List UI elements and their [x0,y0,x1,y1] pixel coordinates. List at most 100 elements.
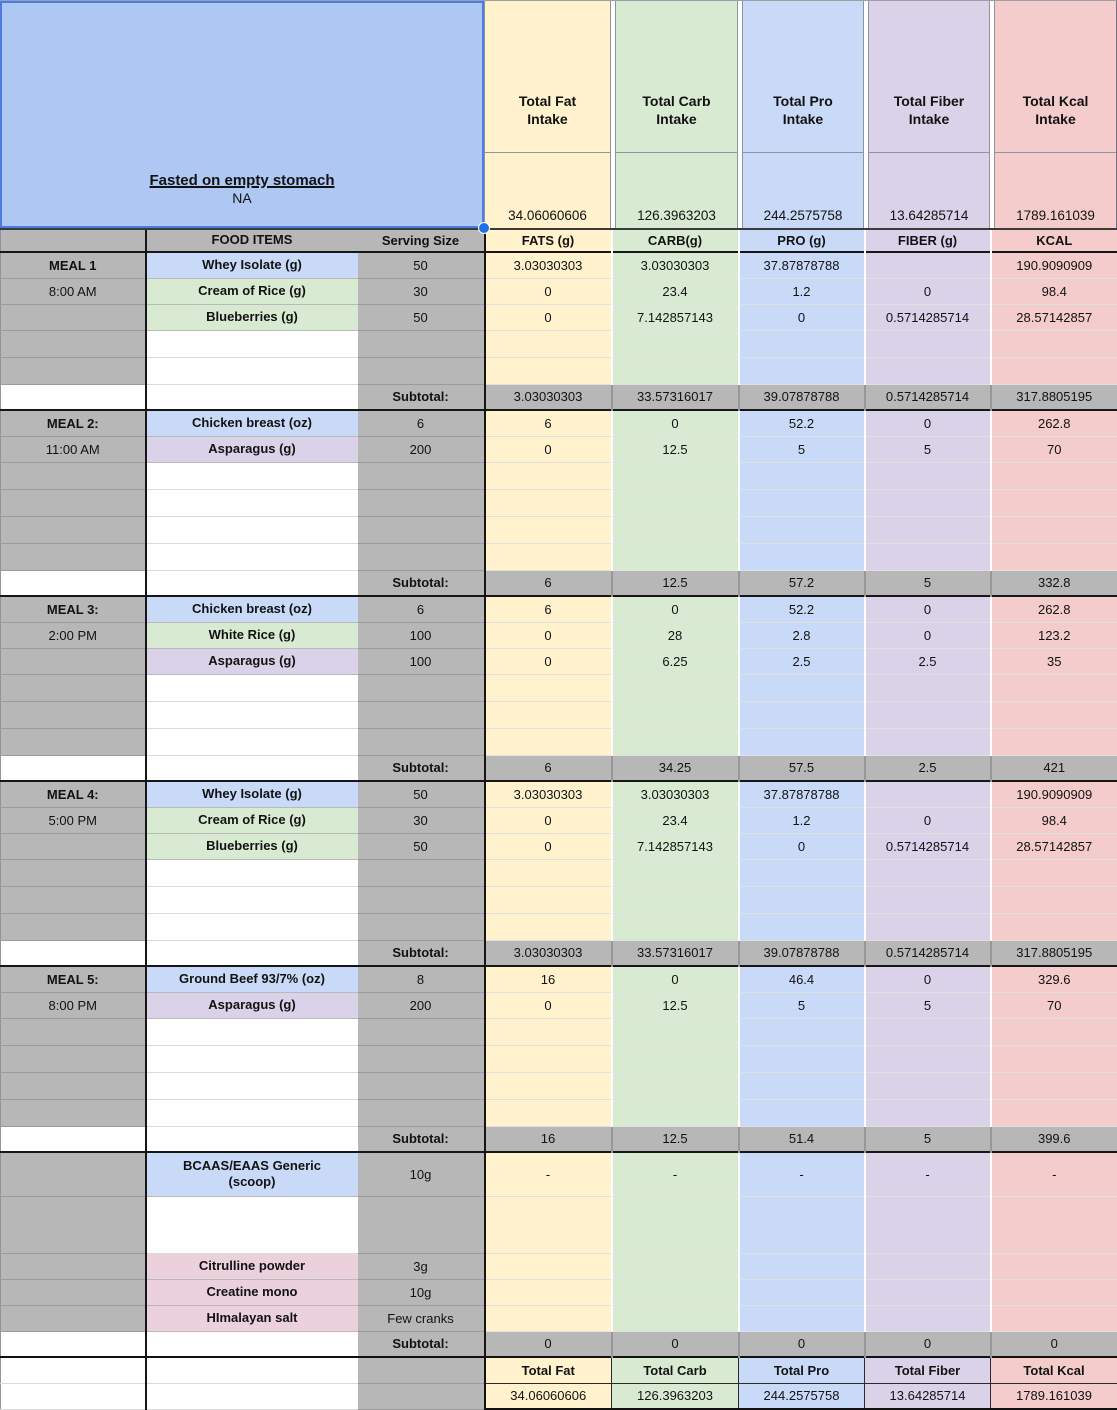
nutrient-value-cell[interactable]: 2.5 [739,648,865,674]
nutrient-value-cell[interactable] [865,462,991,489]
subtotal-value-cell[interactable]: 332.8 [991,570,1117,596]
row-header-cell[interactable] [1,728,146,755]
serving-size-cell[interactable]: 30 [358,278,485,304]
nutrient-value-cell[interactable]: 0 [485,278,612,304]
meal-time[interactable]: 8:00 PM [1,992,146,1018]
nutrient-value-cell[interactable] [739,516,865,543]
subtotal-value-cell[interactable]: 5 [865,1126,991,1152]
row-header-cell[interactable] [1,1152,146,1196]
food-item-cell[interactable]: White Rice (g) [146,622,358,648]
nutrient-value-cell[interactable] [865,859,991,886]
row-header-cell[interactable] [1,886,146,913]
subtotal-value-cell[interactable]: 33.57316017 [612,940,739,966]
nutrient-value-cell[interactable] [485,462,612,489]
nutrient-value-cell[interactable]: 0 [865,622,991,648]
subtotal-value-cell[interactable]: 57.2 [739,570,865,596]
serving-size-cell[interactable] [358,1045,485,1072]
food-item-cell[interactable] [146,570,358,596]
nutrient-value-cell[interactable]: 0 [485,304,612,330]
serving-size-cell[interactable] [358,674,485,701]
subtotal-value-cell[interactable]: 2.5 [865,755,991,781]
nutrient-value-cell[interactable] [485,1196,612,1253]
supplement-item-cell[interactable]: HImalayan salt [146,1305,358,1331]
nutrient-value-cell[interactable] [739,1279,865,1305]
meal-label[interactable]: MEAL 2: [1,410,146,436]
food-item-cell[interactable] [146,516,358,543]
nutrient-value-cell[interactable] [865,781,991,807]
column-header-carb-g[interactable]: CARB(g) [612,229,739,252]
nutrient-value-cell[interactable] [865,357,991,384]
nutrient-value-cell[interactable] [991,1305,1117,1331]
serving-size-cell[interactable]: 50 [358,833,485,859]
subtotal-value-cell[interactable]: 0 [612,1331,739,1357]
subtotal-value-cell[interactable]: 39.07878788 [739,940,865,966]
nutrient-value-cell[interactable]: 6 [485,410,612,436]
nutrient-value-cell[interactable] [739,543,865,570]
food-item-cell[interactable] [146,357,358,384]
serving-size-cell[interactable]: 10g [358,1152,485,1196]
row-header-cell[interactable] [1,859,146,886]
subtotal-value-cell[interactable]: 317.8805195 [991,384,1117,410]
nutrient-value-cell[interactable]: 6.25 [612,648,739,674]
nutrient-value-cell[interactable] [865,674,991,701]
nutrient-value-cell[interactable] [865,886,991,913]
meal-time[interactable]: 11:00 AM [1,436,146,462]
nutrient-value-cell[interactable]: 0 [485,807,612,833]
nutrient-value-cell[interactable]: 0.5714285714 [865,833,991,859]
subtotal-value-cell[interactable]: 39.07878788 [739,384,865,410]
serving-size-cell[interactable] [358,913,485,940]
nutrient-value-cell[interactable]: 23.4 [612,278,739,304]
intake-label-fat[interactable]: Total Fat Intake [485,1,610,153]
row-header-cell[interactable] [1,833,146,859]
nutrient-value-cell[interactable]: 3.03030303 [612,252,739,278]
serving-size-cell[interactable] [358,516,485,543]
nutrient-value-cell[interactable] [485,1072,612,1099]
food-item-cell[interactable] [146,701,358,728]
meal-label[interactable]: MEAL 3: [1,596,146,622]
intake-value-fat[interactable]: 34.06060606 [485,153,610,228]
nutrient-value-cell[interactable]: 12.5 [612,992,739,1018]
nutrient-value-cell[interactable] [865,1279,991,1305]
nutrient-value-cell[interactable] [485,330,612,357]
nutrient-value-cell[interactable]: 123.2 [991,622,1117,648]
serving-size-cell[interactable] [358,859,485,886]
row-header-cell[interactable] [1,384,146,410]
nutrient-value-cell[interactable] [991,701,1117,728]
corner-header-cell[interactable] [1,229,146,252]
nutrient-value-cell[interactable] [612,357,739,384]
nutrient-value-cell[interactable] [485,1045,612,1072]
nutrient-value-cell[interactable]: 0 [739,304,865,330]
nutrient-value-cell[interactable] [991,913,1117,940]
serving-size-cell[interactable]: 100 [358,622,485,648]
column-header-fats-g[interactable]: FATS (g) [485,229,612,252]
serving-size-cell[interactable]: 30 [358,807,485,833]
subtotal-label[interactable]: Subtotal: [358,755,485,781]
nutrient-value-cell[interactable] [485,489,612,516]
nutrient-value-cell[interactable] [991,516,1117,543]
meal-label[interactable]: MEAL 1 [1,252,146,278]
subtotal-value-cell[interactable]: 0.5714285714 [865,384,991,410]
subtotal-value-cell[interactable]: 12.5 [612,1126,739,1152]
total-header-total-kcal[interactable]: Total Kcal [991,1357,1117,1383]
nutrient-value-cell[interactable] [739,886,865,913]
nutrient-value-cell[interactable]: 0 [865,596,991,622]
nutrient-value-cell[interactable]: 0 [865,807,991,833]
food-item-cell[interactable] [146,1196,358,1253]
nutrient-value-cell[interactable] [865,1045,991,1072]
nutrient-value-cell[interactable]: 0 [865,966,991,992]
column-header-kcal[interactable]: KCAL [991,229,1117,252]
nutrient-value-cell[interactable]: 28.57142857 [991,833,1117,859]
meal-label[interactable]: MEAL 5: [1,966,146,992]
nutrient-value-cell[interactable]: 262.8 [991,596,1117,622]
food-item-cell[interactable]: Whey Isolate (g) [146,252,358,278]
nutrient-value-cell[interactable] [991,886,1117,913]
intake-label-carb[interactable]: Total Carb Intake [616,1,737,153]
subtotal-label[interactable]: Subtotal: [358,940,485,966]
food-item-cell[interactable] [146,755,358,781]
nutrient-value-cell[interactable] [612,859,739,886]
food-item-cell[interactable] [146,1383,358,1409]
nutrient-value-cell[interactable] [485,913,612,940]
nutrient-value-cell[interactable]: 2.8 [739,622,865,648]
nutrient-value-cell[interactable]: 52.2 [739,410,865,436]
food-item-cell[interactable]: Blueberries (g) [146,833,358,859]
